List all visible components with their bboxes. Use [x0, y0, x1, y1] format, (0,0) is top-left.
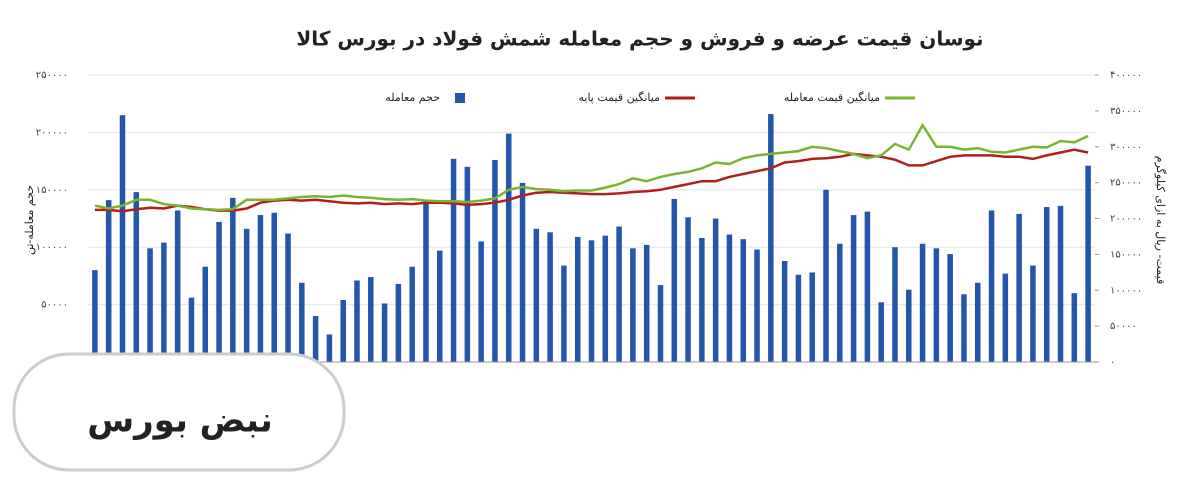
bar [326, 334, 333, 362]
bar [243, 228, 250, 362]
bar [1085, 165, 1091, 362]
bar [988, 210, 995, 362]
y2-tick-label: ۲۰۰۰۰۰ [1110, 214, 1142, 225]
legend-swatch [455, 93, 465, 103]
y-tick-label: ۱۰۰۰۰۰ [36, 242, 68, 253]
legend-label: میانگین قیمت معامله [784, 91, 880, 104]
bar [974, 282, 981, 362]
y-tick-label: ۲۰۰۰۰۰ [36, 127, 68, 138]
bar [850, 215, 857, 362]
bar [340, 300, 346, 362]
bar [712, 218, 719, 362]
bar [892, 247, 898, 362]
bar [519, 182, 526, 362]
bar [299, 282, 305, 362]
bar [381, 303, 388, 362]
bar [395, 283, 402, 362]
y-axis-label: حجم معامله-تن [23, 185, 36, 255]
bar [947, 254, 953, 362]
bar [919, 243, 926, 362]
bar [823, 189, 829, 362]
bar [1016, 213, 1022, 362]
bar [92, 270, 98, 362]
bar [906, 289, 912, 362]
bar [147, 248, 153, 362]
bar [423, 201, 429, 362]
bar [492, 159, 498, 362]
bar [630, 248, 636, 362]
y-tick-label: ۲۵۰۰۰۰ [36, 70, 68, 81]
bar [312, 316, 319, 362]
bar [285, 233, 291, 362]
logo-box [12, 352, 346, 472]
bar [933, 248, 940, 362]
logo: نبض بورس [87, 401, 272, 441]
bar [768, 114, 774, 362]
line [94, 148, 1089, 213]
bar [1043, 207, 1050, 362]
bar [588, 240, 595, 362]
bar [864, 211, 871, 362]
bar [533, 228, 540, 362]
y2-tick-label: ۵۰۰۰۰ [1110, 321, 1137, 332]
bar [809, 272, 815, 362]
bar [450, 158, 457, 362]
bar [202, 266, 209, 362]
bar [354, 280, 360, 362]
bar [368, 277, 374, 362]
bar [478, 241, 484, 362]
y-tick-label: ۱۵۰۰۰۰ [36, 185, 68, 196]
y2-tick-label: ۳۵۰۰۰۰ [1110, 106, 1142, 117]
bar [257, 215, 264, 362]
bar [726, 234, 733, 362]
y2-tick-label: ۲۵۰۰۰۰ [1110, 178, 1142, 189]
bar [174, 210, 181, 362]
bar [671, 198, 678, 362]
bar [1057, 205, 1064, 362]
bar [1030, 265, 1036, 362]
bar [878, 302, 884, 362]
y2-tick-label: ۱۵۰۰۰۰ [1110, 249, 1142, 260]
chart-title: نوسان قیمت عرضه و فروش و حجم معامله شمش … [296, 27, 983, 51]
bar [464, 166, 471, 362]
bar [547, 232, 553, 362]
bar [188, 297, 195, 362]
y2-tick-label: ۳۰۰۰۰۰ [1110, 142, 1142, 153]
bar [657, 285, 664, 362]
bar [437, 250, 443, 362]
bar [271, 212, 277, 362]
bar [685, 217, 691, 362]
bar [216, 221, 222, 362]
bar [616, 226, 622, 362]
bar [740, 239, 746, 362]
bar [699, 238, 705, 362]
bar [561, 265, 567, 362]
bar [230, 197, 236, 362]
bar [837, 243, 843, 362]
y2-axis-label: قیمت- ریال به ازای کیلوگرم [1154, 156, 1167, 284]
bar [133, 192, 140, 362]
legend-label: حجم معامله [385, 91, 440, 104]
bar [1071, 293, 1078, 362]
bar [781, 260, 788, 362]
y2-tick-label: ۴۰۰۰۰۰ [1110, 70, 1142, 81]
y2-tick-label: ۱۰۰۰۰۰ [1110, 285, 1142, 296]
bar [119, 115, 126, 363]
bar [602, 235, 609, 362]
y-tick-label: ۵۰۰۰۰ [41, 300, 68, 311]
bar [795, 274, 802, 362]
bar [574, 236, 581, 362]
bar [754, 249, 760, 362]
bar [105, 200, 112, 362]
bar [505, 133, 512, 362]
bar [961, 294, 967, 362]
bar [643, 244, 650, 362]
line [94, 122, 1089, 212]
legend-label: میانگین قیمت پایه [579, 91, 661, 104]
bar [409, 266, 415, 362]
bar [161, 242, 167, 362]
y2-tick-label: ۰ [1110, 357, 1115, 368]
bar [1002, 273, 1009, 362]
